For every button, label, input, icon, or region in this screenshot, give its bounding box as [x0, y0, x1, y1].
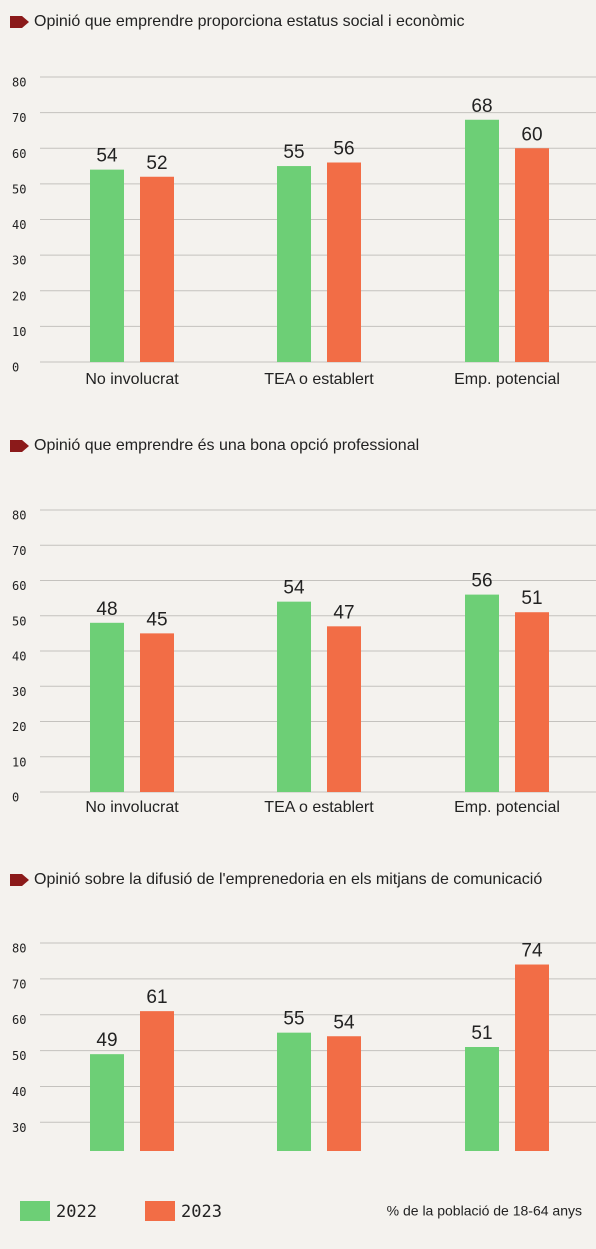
y-tick-label: 30	[12, 685, 26, 699]
y-tick-label: 60	[12, 147, 26, 161]
y-tick-label: 20	[12, 289, 26, 303]
x-tick-label: Emp. potencial	[454, 799, 560, 816]
value-label: 60	[521, 124, 542, 145]
value-label: 45	[146, 609, 167, 630]
value-label: 52	[146, 153, 167, 174]
bar	[327, 626, 361, 792]
value-label: 56	[471, 571, 492, 592]
y-tick-label: 80	[12, 942, 26, 956]
bar	[277, 166, 311, 362]
bar	[465, 594, 499, 792]
x-tick-label: TEA o establert	[264, 799, 374, 816]
x-tick-label: Emp. potencial	[454, 371, 560, 388]
y-tick-label: 70	[12, 977, 26, 991]
bar	[327, 162, 361, 362]
value-label: 51	[521, 588, 542, 609]
note: % de la població de 18-64 anys	[387, 1203, 582, 1219]
title-marker	[10, 440, 29, 452]
y-tick-label: 80	[12, 76, 26, 90]
title-marker	[10, 16, 29, 28]
bar	[515, 148, 549, 362]
y-tick-label: 10	[12, 325, 26, 339]
bar	[90, 1054, 124, 1151]
title-marker	[10, 874, 29, 886]
value-label: 49	[96, 1030, 117, 1051]
bar	[90, 622, 124, 792]
value-label: 54	[96, 146, 118, 167]
bar	[277, 1032, 311, 1151]
y-tick-label: 10	[12, 755, 26, 769]
x-tick-label: No involucrat	[85, 371, 179, 388]
y-tick-label: 40	[12, 650, 26, 664]
y-tick-label: 50	[12, 1049, 26, 1063]
y-tick-label: 40	[12, 1085, 26, 1099]
bar	[90, 169, 124, 362]
y-tick-label: 70	[12, 111, 26, 125]
legend-label: 2023	[181, 1202, 222, 1222]
value-label: 74	[521, 941, 543, 962]
chart-title: Opinió que emprendre proporciona estatus…	[34, 13, 465, 30]
y-tick-label: 40	[12, 218, 26, 232]
value-label: 68	[471, 96, 492, 117]
y-tick-label: 70	[12, 544, 26, 558]
y-tick-label: 30	[12, 254, 26, 268]
bar	[140, 176, 174, 362]
x-tick-label: TEA o establert	[264, 371, 374, 388]
y-tick-label: 30	[12, 1121, 26, 1135]
legend-label: 2022	[56, 1202, 97, 1222]
bar	[327, 1036, 361, 1151]
y-tick-label: 50	[12, 614, 26, 628]
y-tick-label: 60	[12, 1013, 26, 1027]
bar	[140, 1011, 174, 1151]
y-tick-label: 50	[12, 182, 26, 196]
y-tick-label: 0	[12, 791, 19, 805]
y-tick-label: 80	[12, 509, 26, 523]
y-tick-label: 0	[12, 361, 19, 375]
value-label: 47	[333, 602, 354, 623]
chart-title: Opinió que emprendre és una bona opció p…	[34, 437, 420, 454]
bar	[465, 1047, 499, 1151]
value-label: 55	[283, 142, 304, 163]
value-label: 61	[146, 987, 167, 1008]
bar	[515, 612, 549, 792]
bar	[515, 964, 549, 1151]
value-label: 54	[283, 578, 305, 599]
legend-swatch	[20, 1201, 50, 1221]
value-label: 56	[333, 139, 354, 160]
value-label: 48	[96, 599, 117, 620]
legend-swatch	[145, 1201, 175, 1221]
value-label: 51	[471, 1023, 492, 1044]
chart-title: Opinió sobre la difusió de l'emprenedori…	[34, 871, 543, 888]
bar	[277, 601, 311, 792]
bar	[140, 633, 174, 792]
y-tick-label: 60	[12, 579, 26, 593]
y-tick-label: 20	[12, 720, 26, 734]
bar	[465, 119, 499, 362]
x-tick-label: No involucrat	[85, 799, 179, 816]
value-label: 55	[283, 1009, 304, 1030]
value-label: 54	[333, 1012, 355, 1033]
